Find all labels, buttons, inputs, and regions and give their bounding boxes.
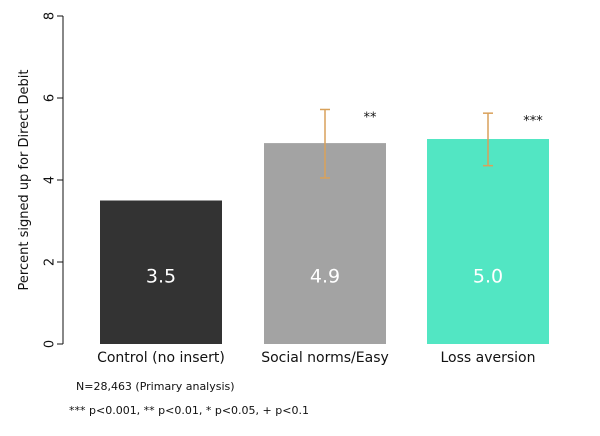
sample-size-note: N=28,463 (Primary analysis) [76, 380, 235, 393]
bars: 3.5 4.9 ** 5.0 *** [100, 108, 549, 344]
significance-marker: ** [364, 110, 378, 125]
category-labels: Control (no insert) Social norms/Easy Loss… [97, 350, 535, 366]
y-tick-label: 2 [43, 258, 58, 266]
bar [100, 200, 222, 344]
category-label: Loss aversion [440, 350, 535, 366]
y-tick-label: 6 [43, 94, 58, 102]
category-label: Social norms/Easy [261, 350, 389, 366]
bar-value-label: 4.9 [310, 265, 340, 287]
bar-value-label: 5.0 [473, 265, 503, 287]
bar-value-label: 3.5 [146, 265, 176, 287]
category-label: Control (no insert) [97, 350, 225, 366]
y-tick-label: 8 [43, 12, 58, 20]
y-axis-label: Percent signed up for Direct Debit [17, 70, 32, 291]
error-bar [483, 112, 493, 167]
y-tick-label: 4 [43, 176, 58, 184]
significance-marker: *** [523, 114, 543, 129]
bar [427, 139, 549, 344]
y-tick-label: 0 [43, 340, 58, 348]
y-axis: 0 2 4 6 8 [43, 12, 64, 348]
significance-key-note: *** p<0.001, ** p<0.01, * p<0.05, + p<0.… [69, 404, 309, 417]
error-bar [320, 108, 330, 179]
